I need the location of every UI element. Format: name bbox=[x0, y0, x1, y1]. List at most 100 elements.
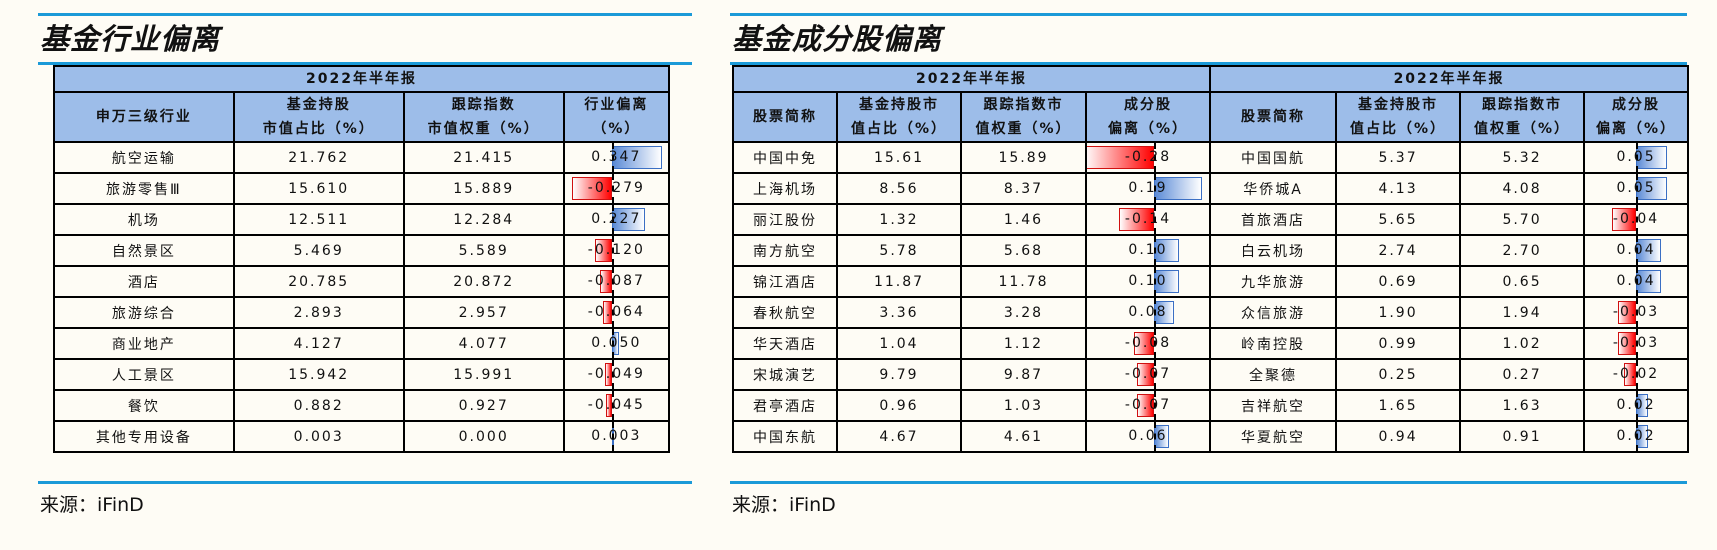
negative-deviation-bar bbox=[1617, 301, 1637, 324]
fund-weight: 21.762 bbox=[232, 141, 405, 174]
zero-axis bbox=[612, 175, 615, 202]
negative-deviation-bar bbox=[605, 394, 613, 417]
stock-name: 上海机场 bbox=[732, 172, 838, 205]
stock-name: 中国国航 bbox=[1209, 141, 1338, 174]
panel-title: 基金成分股偏离 bbox=[732, 22, 943, 56]
index-weight: 1.46 bbox=[960, 203, 1087, 236]
bottom-rule bbox=[730, 481, 1687, 484]
deviation-cell: -0.120 bbox=[562, 234, 671, 267]
deviation-value: 0.05 bbox=[1616, 149, 1656, 165]
deviation-value: -0.279 bbox=[587, 180, 645, 196]
zero-axis bbox=[612, 299, 615, 326]
deviation-cell: 0.347 bbox=[562, 141, 671, 174]
fund-weight: 0.94 bbox=[1335, 420, 1462, 453]
table-row: 宋城演艺 9.79 9.87 -0.07 全聚德 0.25 0.27 -0.02 bbox=[732, 358, 1690, 391]
table-row: 自然景区 5.469 5.589 -0.120 bbox=[53, 234, 671, 267]
deviation-value: -0.04 bbox=[1612, 211, 1660, 227]
deviation-cell: 0.05 bbox=[1583, 141, 1690, 174]
deviation-cell: -0.02 bbox=[1583, 358, 1690, 391]
zero-axis bbox=[1636, 330, 1639, 357]
zero-axis bbox=[1154, 423, 1157, 450]
stock-name: 全聚德 bbox=[1209, 358, 1338, 391]
col-industry: 申万三级行业 bbox=[53, 91, 235, 143]
deviation-cell: 0.003 bbox=[562, 420, 671, 453]
col-deviation-b: 成分股 偏离（%） bbox=[1583, 91, 1690, 143]
zero-axis bbox=[1636, 423, 1639, 450]
deviation-value: -0.120 bbox=[587, 242, 645, 258]
table-row: 机场 12.511 12.284 0.227 bbox=[53, 203, 671, 236]
col-deviation: 行业偏离 （%） bbox=[562, 91, 671, 143]
deviation-value: -0.28 bbox=[1124, 149, 1172, 165]
table-row: 上海机场 8.56 8.37 0.19 华侨城A 4.13 4.08 0.05 bbox=[732, 172, 1690, 205]
zero-axis bbox=[1636, 237, 1639, 264]
index-weight: 15.889 bbox=[402, 172, 565, 205]
table-row: 春秋航空 3.36 3.28 0.08 众信旅游 1.90 1.94 -0.03 bbox=[732, 296, 1690, 329]
zero-axis bbox=[1154, 299, 1157, 326]
deviation-cell: 0.02 bbox=[1583, 389, 1690, 422]
table-row: 餐饮 0.882 0.927 -0.045 bbox=[53, 389, 671, 422]
index-weight: 3.28 bbox=[960, 296, 1087, 329]
col-index-weight-a: 跟踪指数市 值权重（%） bbox=[960, 91, 1087, 143]
industry-deviation-table: 2022年半年报 申万三级行业 基金持股 市值占比（%） 跟踪指数 市值权重（%… bbox=[53, 65, 671, 453]
industry-name: 旅游综合 bbox=[53, 296, 235, 329]
zero-axis bbox=[1636, 361, 1639, 388]
fund-weight: 9.79 bbox=[836, 358, 962, 391]
zero-axis bbox=[612, 330, 615, 357]
fund-weight: 2.74 bbox=[1335, 234, 1462, 267]
table-row: 航空运输 21.762 21.415 0.347 bbox=[53, 141, 671, 174]
deviation-cell: 0.05 bbox=[1583, 172, 1690, 205]
stock-name: 华侨城A bbox=[1209, 172, 1338, 205]
deviation-value: -0.049 bbox=[587, 366, 645, 382]
zero-axis bbox=[1636, 144, 1639, 171]
industry-name: 商业地产 bbox=[53, 327, 235, 360]
deviation-value: -0.02 bbox=[1612, 366, 1660, 382]
deviation-cell: 0.08 bbox=[1084, 296, 1212, 329]
top-rule bbox=[38, 13, 692, 16]
deviation-cell: -0.049 bbox=[562, 358, 671, 391]
table-row: 中国中免 15.61 15.89 -0.28 中国国航 5.37 5.32 0.05 bbox=[732, 141, 1690, 174]
col-index-weight: 跟踪指数 市值权重（%） bbox=[402, 91, 565, 143]
negative-deviation-bar bbox=[1617, 332, 1637, 355]
period-header-b: 2022年半年报 bbox=[1209, 65, 1690, 93]
deviation-cell: -0.03 bbox=[1583, 296, 1690, 329]
deviation-cell: -0.28 bbox=[1084, 141, 1212, 174]
index-weight: 1.63 bbox=[1459, 389, 1586, 422]
top-rule bbox=[730, 13, 1687, 16]
deviation-value: -0.045 bbox=[587, 397, 645, 413]
title-rule bbox=[38, 62, 692, 65]
index-weight: 2.70 bbox=[1459, 234, 1586, 267]
negative-deviation-bar bbox=[1623, 363, 1637, 386]
deviation-value: 0.08 bbox=[1128, 304, 1168, 320]
deviation-value: -0.087 bbox=[587, 273, 645, 289]
deviation-value: -0.14 bbox=[1124, 211, 1172, 227]
negative-deviation-bar bbox=[1136, 394, 1155, 417]
fund-weight: 5.65 bbox=[1335, 203, 1462, 236]
deviation-value: 0.003 bbox=[591, 428, 642, 444]
fund-weight: 5.37 bbox=[1335, 141, 1462, 174]
col-index-weight-b: 跟踪指数市 值权重（%） bbox=[1459, 91, 1586, 143]
stock-name: 首旅酒店 bbox=[1209, 203, 1338, 236]
fund-weight: 4.13 bbox=[1335, 172, 1462, 205]
index-weight: 5.68 bbox=[960, 234, 1087, 267]
index-weight: 4.61 bbox=[960, 420, 1087, 453]
stock-name: 丽江股份 bbox=[732, 203, 838, 236]
negative-deviation-bar bbox=[1119, 208, 1155, 231]
fund-weight: 1.04 bbox=[836, 327, 962, 360]
stock-name: 中国东航 bbox=[732, 420, 838, 453]
industry-name: 机场 bbox=[53, 203, 235, 236]
index-weight: 12.284 bbox=[402, 203, 565, 236]
col-fund-weight-b: 基金持股市 值占比（%） bbox=[1335, 91, 1462, 143]
table-row: 人工景区 15.942 15.991 -0.049 bbox=[53, 358, 671, 391]
fund-weight: 1.65 bbox=[1335, 389, 1462, 422]
index-weight: 0.91 bbox=[1459, 420, 1586, 453]
deviation-cell: 0.02 bbox=[1583, 420, 1690, 453]
index-weight: 1.12 bbox=[960, 327, 1087, 360]
stock-name: 岭南控股 bbox=[1209, 327, 1338, 360]
industry-name: 餐饮 bbox=[53, 389, 235, 422]
deviation-value: -0.08 bbox=[1124, 335, 1172, 351]
table-row: 锦江酒店 11.87 11.78 0.10 九华旅游 0.69 0.65 0.04 bbox=[732, 265, 1690, 298]
table-row: 中国东航 4.67 4.61 0.06 华夏航空 0.94 0.91 0.02 bbox=[732, 420, 1690, 453]
deviation-cell: -0.03 bbox=[1583, 327, 1690, 360]
index-weight: 0.27 bbox=[1459, 358, 1586, 391]
fund-weight: 15.61 bbox=[836, 141, 962, 174]
